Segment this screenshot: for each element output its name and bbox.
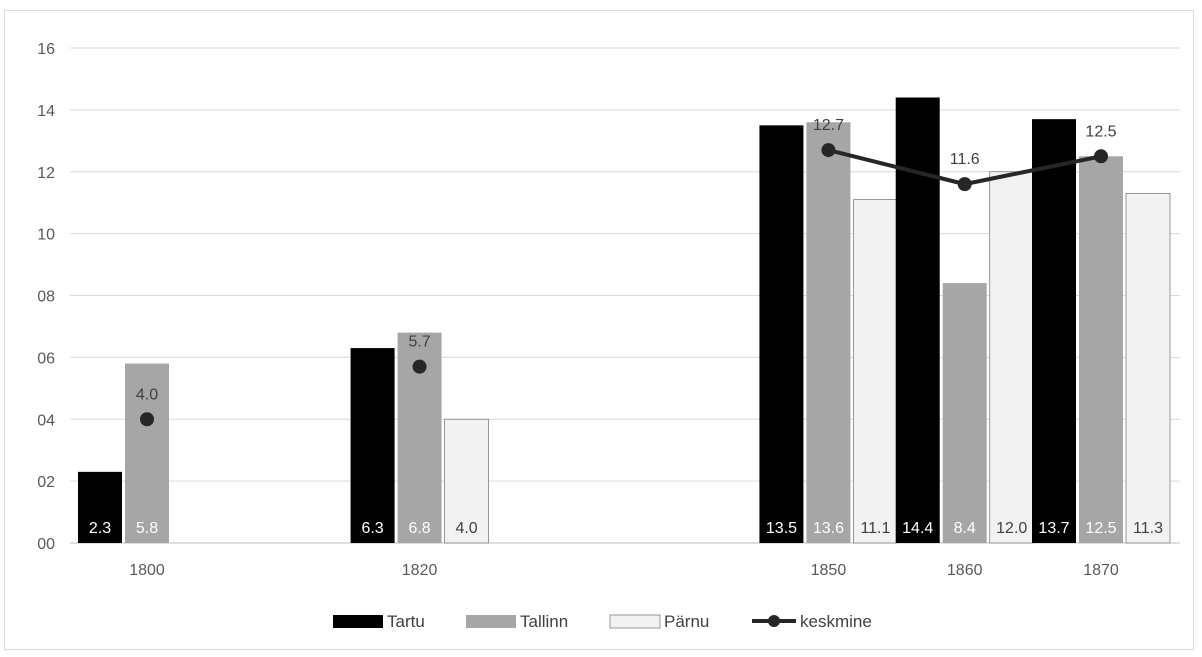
bar-pärnu	[853, 199, 898, 544]
x-tick-label: 1870	[1083, 562, 1119, 579]
y-tick-label: 16	[37, 41, 55, 58]
average-data-label: 12.5	[1085, 123, 1116, 140]
bar-tallinn	[1079, 156, 1123, 543]
legend-label: Tallinn	[520, 612, 568, 631]
average-point	[821, 143, 836, 158]
bar-pärnu	[1125, 193, 1171, 544]
bar-pärnu	[444, 418, 489, 544]
legend-swatch-tallinn	[466, 615, 516, 628]
legend-swatch-tartu	[333, 615, 383, 628]
average-point	[957, 177, 972, 192]
y-tick-label: 02	[37, 474, 55, 491]
bar-data-label: 11.3	[1133, 520, 1163, 537]
legend-label: Tartu	[387, 612, 425, 631]
x-axis-ticks: 1800 1820 1850 1860 1870	[129, 562, 1119, 579]
bar-tartu	[350, 348, 395, 543]
bar-data-label: 4.0	[455, 520, 477, 537]
bar-labels: 2.3 5.8 6.3 6.8 4.0 13.5 13.6 11.1 14.4 8.4 12.0 13…	[89, 520, 1163, 537]
y-tick-label: 14	[37, 103, 55, 120]
bar-tallinn	[942, 283, 987, 543]
average-point	[412, 359, 427, 374]
bar-tartu	[78, 471, 122, 543]
bar-data-label: 6.8	[408, 520, 430, 537]
y-tick-label: 06	[37, 350, 55, 367]
bar-data-label: 2.3	[89, 520, 111, 537]
average-data-label: 4.0	[136, 386, 158, 403]
average-line: 4.0 5.7 12.7 11.6 12.5	[136, 117, 1117, 427]
y-tick-label: 00	[37, 536, 55, 553]
bar-data-label: 5.8	[136, 520, 158, 537]
y-tick-label: 10	[37, 227, 55, 244]
bar-tartu	[1032, 119, 1076, 543]
legend-label: Pärnu	[664, 612, 709, 631]
y-tick-label: 08	[37, 289, 55, 306]
bar-tallinn	[806, 122, 851, 543]
x-tick-label: 1820	[402, 562, 438, 579]
x-tick-label: 1860	[947, 562, 983, 579]
y-axis-ticks: 00 02 04 06 08 10 12 14 16	[37, 41, 55, 553]
average-point	[140, 412, 154, 427]
bar-pärnu	[989, 171, 1035, 544]
average-data-label: 5.7	[408, 334, 430, 351]
x-tick-label: 1850	[811, 562, 847, 579]
y-tick-label: 04	[37, 412, 55, 429]
legend-swatch-marker	[768, 615, 780, 627]
average-data-label: 11.6	[950, 151, 980, 168]
legend: Tartu Tallinn Pärnu keskmine	[333, 612, 872, 631]
bar-data-label: 12.0	[996, 520, 1027, 537]
bar-data-label: 12.5	[1085, 520, 1116, 537]
bar-data-label: 6.3	[361, 520, 383, 537]
bars	[78, 97, 1171, 544]
bar-data-label: 14.4	[902, 520, 933, 537]
bar-data-label: 13.6	[813, 520, 844, 537]
legend-label: keskmine	[800, 612, 872, 631]
average-data-label: 12.7	[813, 117, 844, 134]
bar-data-label: 13.5	[766, 520, 797, 537]
bar-data-label: 13.7	[1038, 520, 1069, 537]
bar-data-label: 8.4	[954, 520, 976, 537]
bar-data-label: 11.1	[860, 520, 890, 537]
legend-swatch-pärnu	[609, 614, 661, 629]
bar-tartu	[759, 125, 804, 543]
x-tick-label: 1800	[129, 562, 165, 579]
y-tick-label: 12	[37, 165, 55, 182]
bar-tartu	[895, 97, 940, 543]
bar-tallinn	[125, 363, 169, 543]
average-point	[1094, 149, 1108, 164]
